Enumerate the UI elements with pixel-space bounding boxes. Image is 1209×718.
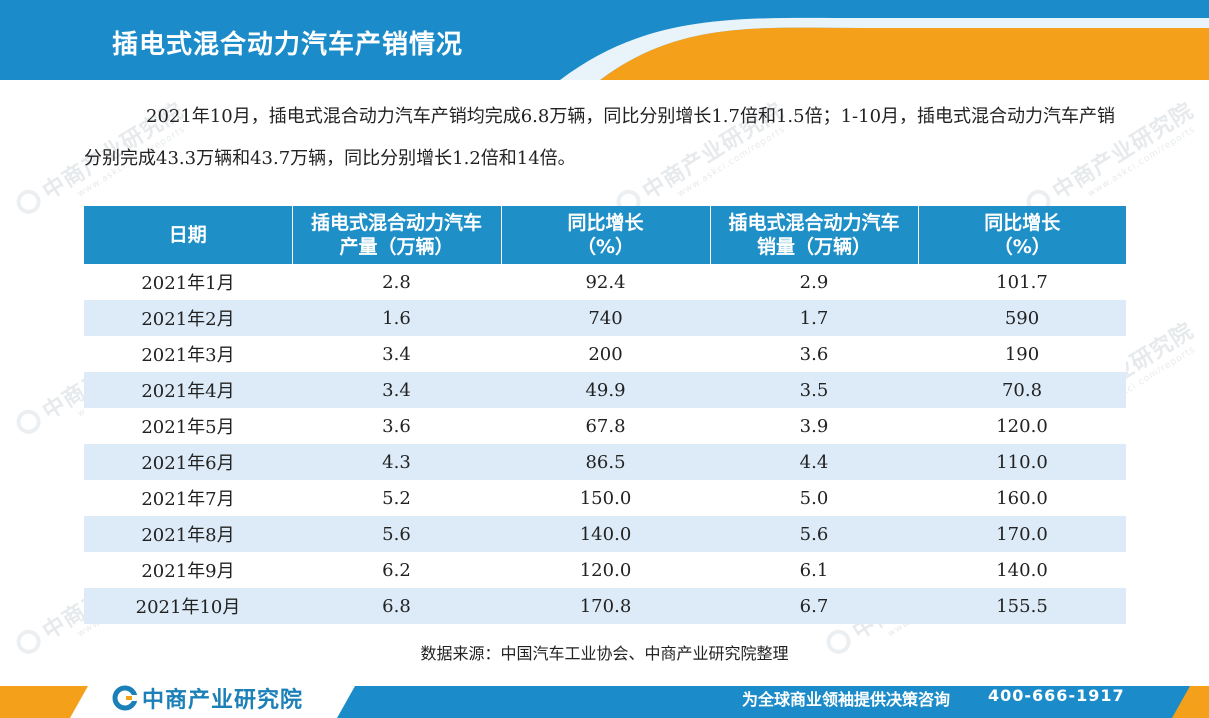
phev-production-sales-table: 日期 插电式混合动力汽车 产量（万辆） 同比增长 （%） 插电式混合动力汽车 销量（万… [84, 206, 1126, 624]
watermark-logo-icon [12, 405, 46, 439]
cell-sales: 3.6 [710, 336, 918, 372]
cell-date: 2021年1月 [84, 264, 292, 300]
cell-sales-yoy: 140.0 [918, 552, 1126, 588]
intro-paragraph: 2021年10月，插电式混合动力汽车产销均完成6.8万辆，同比分别增长1.7倍和… [84, 106, 1116, 169]
cell-sales-yoy: 120.0 [918, 408, 1126, 444]
table-row: 2021年10月 6.8 170.8 6.7 155.5 [84, 588, 1126, 624]
cell-sales: 3.9 [710, 408, 918, 444]
cell-production-yoy: 150.0 [501, 480, 710, 516]
cell-sales-yoy: 155.5 [918, 588, 1126, 624]
page-title: 插电式混合动力汽车产销情况 [112, 30, 464, 60]
cell-sales: 3.5 [710, 372, 918, 408]
cell-production: 3.4 [292, 336, 501, 372]
footer-brand-name: 中商产业研究院 [142, 688, 304, 713]
cell-sales-yoy: 101.7 [918, 264, 1126, 300]
cell-production-yoy: 120.0 [501, 552, 710, 588]
cell-production: 5.6 [292, 516, 501, 552]
cell-production: 3.6 [292, 408, 501, 444]
cell-production-yoy: 200 [501, 336, 710, 372]
cell-production: 6.8 [292, 588, 501, 624]
cell-production: 5.2 [292, 480, 501, 516]
page-footer [0, 680, 1209, 718]
cell-date: 2021年2月 [84, 300, 292, 336]
cell-date: 2021年5月 [84, 408, 292, 444]
cell-sales-yoy: 160.0 [918, 480, 1126, 516]
table-row: 2021年5月 3.6 67.8 3.9 120.0 [84, 408, 1126, 444]
cell-date: 2021年4月 [84, 372, 292, 408]
cell-date: 2021年6月 [84, 444, 292, 480]
cell-date: 2021年8月 [84, 516, 292, 552]
cell-sales: 1.7 [710, 300, 918, 336]
table-row: 2021年6月 4.3 86.5 4.4 110.0 [84, 444, 1126, 480]
cell-sales: 6.7 [710, 588, 918, 624]
table-row: 2021年3月 3.4 200 3.6 190 [84, 336, 1126, 372]
table-row: 2021年4月 3.4 49.9 3.5 70.8 [84, 372, 1126, 408]
table-row: 2021年9月 6.2 120.0 6.1 140.0 [84, 552, 1126, 588]
cell-production: 3.4 [292, 372, 501, 408]
table-row: 2021年2月 1.6 740 1.7 590 [84, 300, 1126, 336]
header-production: 插电式混合动力汽车 产量（万辆） [292, 206, 502, 264]
header-production-yoy: 同比增长 （%） [501, 206, 711, 264]
cell-production-yoy: 140.0 [501, 516, 710, 552]
footer-slogan: 为全球商业领袖提供决策咨询 [742, 690, 951, 709]
watermark-logo-icon [12, 185, 46, 219]
cell-production: 4.3 [292, 444, 501, 480]
cell-sales-yoy: 190 [918, 336, 1126, 372]
cell-production-yoy: 92.4 [501, 264, 710, 300]
cell-production-yoy: 67.8 [501, 408, 710, 444]
cell-date: 2021年10月 [84, 588, 292, 624]
cell-date: 2021年3月 [84, 336, 292, 372]
cell-sales-yoy: 110.0 [918, 444, 1126, 480]
header-banner [0, 0, 1209, 80]
table-header-row: 日期 插电式混合动力汽车 产量（万辆） 同比增长 （%） 插电式混合动力汽车 销量（万… [84, 206, 1126, 264]
cell-sales: 5.0 [710, 480, 918, 516]
cell-production: 6.2 [292, 552, 501, 588]
data-source-note: 数据来源：中国汽车工业协会、中商产业研究院整理 [420, 644, 789, 663]
cell-production-yoy: 740 [501, 300, 710, 336]
cell-sales: 4.4 [710, 444, 918, 480]
cell-production: 2.8 [292, 264, 501, 300]
cell-production-yoy: 86.5 [501, 444, 710, 480]
cell-sales-yoy: 590 [918, 300, 1126, 336]
cell-sales: 5.6 [710, 516, 918, 552]
table-row: 2021年7月 5.2 150.0 5.0 160.0 [84, 480, 1126, 516]
cell-date: 2021年9月 [84, 552, 292, 588]
footer-banner [0, 686, 1209, 718]
page-header: 插电式混合动力汽车产销情况 [0, 0, 1209, 80]
cell-sales-yoy: 70.8 [918, 372, 1126, 408]
cell-sales: 2.9 [710, 264, 918, 300]
footer-phone: 400-666-1917 [988, 686, 1125, 705]
cell-production-yoy: 49.9 [501, 372, 710, 408]
cell-sales-yoy: 170.0 [918, 516, 1126, 552]
header-sales-yoy: 同比增长 （%） [918, 206, 1126, 264]
cell-production-yoy: 170.8 [501, 588, 710, 624]
brand-logo-icon [112, 685, 138, 711]
cell-date: 2021年7月 [84, 480, 292, 516]
cell-production: 1.6 [292, 300, 501, 336]
cell-sales: 6.1 [710, 552, 918, 588]
table-row: 2021年1月 2.8 92.4 2.9 101.7 [84, 264, 1126, 300]
header-date: 日期 [84, 206, 293, 264]
table-row: 2021年8月 5.6 140.0 5.6 170.0 [84, 516, 1126, 552]
header-sales: 插电式混合动力汽车 销量（万辆） [710, 206, 919, 264]
